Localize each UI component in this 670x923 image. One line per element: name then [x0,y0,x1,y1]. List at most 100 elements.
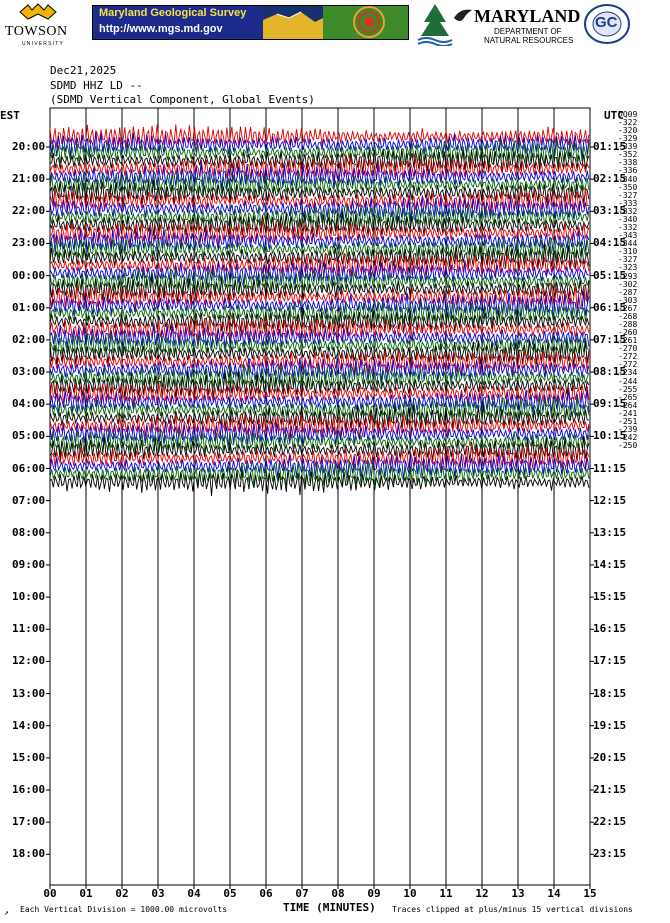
towson-subtitle: UNIVERSITY [22,41,65,47]
left-hour-label: 09:00 [12,557,46,571]
seismic-trace [49,124,590,151]
right-hour-label: 01:15 [593,140,627,153]
seismic-trace [49,154,590,182]
trace-offset-value: -338 [618,158,638,168]
plot-description: (SDMD Vertical Component, Global Events) [50,93,315,106]
right-hour-label: 09:15 [593,397,627,411]
seismic-trace [49,339,590,366]
left-hour-label: 23:00 [12,236,46,250]
trace-offset-value: -323 [618,263,638,273]
seismic-trace [49,459,590,488]
seismic-trace [49,427,590,455]
right-hour-label: 16:15 [593,622,627,636]
right-hour-label: 14:15 [593,557,627,571]
x-axis-title: TIME (MINUTES) [283,901,376,914]
left-hour-label: 01:00 [12,300,46,314]
dnr-logo[interactable]: MARYLAND DEPARTMENT OF NATURAL RESOURCES [416,2,580,46]
seismic-trace [49,396,590,423]
x-tick-label: 13 [511,887,524,900]
right-hour-label: 12:15 [593,493,627,507]
seismic-trace [49,138,590,167]
trace-offset-value: -270 [618,344,638,354]
towson-logo[interactable]: TOWSON UNIVERSITY [2,0,74,48]
trace-offset-value: -260 [618,328,638,338]
seismic-trace [49,371,590,399]
trace-offset-value: -352 [618,150,638,160]
trace-offset-value: -333 [618,198,638,208]
trace-offset-value: -239 [618,425,638,435]
seismic-trace [49,404,589,432]
mgs-banner[interactable]: Maryland Geological Survey http://www.mg… [92,5,409,40]
x-tick-label: 02 [115,887,128,900]
seismic-trace [49,317,590,342]
trace-offset-value: -261 [618,336,638,346]
trace-offset-value: -288 [618,320,638,329]
seismic-trace [49,187,589,213]
trace-offset-value: -350 [618,182,638,192]
x-tick-label: 01 [79,887,93,900]
trace-offset-value: -340 [618,174,638,184]
x-tick-label: 09 [367,887,380,900]
x-tick-label: 05 [223,887,236,900]
trace-offset-value: -255 [618,384,638,394]
seismic-trace [49,389,590,416]
trace-offset-value: -344 [618,239,638,249]
trace-offset-value: -268 [618,311,638,321]
x-tick-label: 07 [295,887,308,900]
plot-frame [49,107,591,886]
left-hour-label: 21:00 [12,172,46,186]
trace-offset-value: -272 [618,360,638,370]
plot-station: SDMD HHZ LD -- [50,79,143,92]
seismic-trace [49,363,590,391]
trace-offset-value: -264 [618,400,638,410]
vertical-division-note: Each Vertical Division = 1000.00 microvo… [20,905,228,914]
x-tick-label: 08 [331,887,344,900]
trace-offset-value: -310 [618,247,638,257]
left-hour-label: 22:00 [12,204,46,218]
right-hour-label: 19:15 [593,718,627,732]
right-hour-label: 07:15 [593,332,627,346]
dnr-line2: NATURAL RESOURCES [484,36,574,45]
dnr-tree-icon [417,4,453,46]
seismic-trace [49,212,590,238]
trace-offset-value: -329 [618,134,638,144]
x-tick-label: 12 [475,887,488,900]
seismic-trace [49,243,590,271]
trace-offset-value: -265 [618,392,638,402]
right-hour-label: 13:15 [593,525,627,539]
right-hour-label: 11:15 [593,461,627,475]
seismic-trace [49,332,590,358]
trace-offset-value: -332 [618,206,638,216]
seismic-trace [49,275,590,304]
garrett-college-logo[interactable]: GC [583,4,631,44]
dnr-bird-icon [454,9,472,21]
corner-mark: ↗ [4,908,9,917]
seismic-trace [49,283,590,311]
towson-wordmark: TOWSON [5,24,68,39]
right-hour-label: 20:15 [593,750,627,764]
seismic-trace [49,324,590,351]
seismic-trace [49,421,590,449]
seismic-trace [49,291,590,321]
trace-offset-value: -339 [618,142,638,152]
seismic-trace [49,469,590,497]
seismic-trace [49,268,590,295]
seismic-trace [49,196,590,223]
left-hour-label: 16:00 [12,783,46,796]
trace-offset-value: -320 [618,126,638,136]
trace-offset-value: -272 [618,352,638,362]
garrett-seal-icon [584,4,630,44]
left-hour-label: 12:00 [12,654,46,668]
left-hour-label: 15:00 [12,750,46,764]
seismic-trace [49,413,590,440]
trace-offset-value: -244 [618,376,638,386]
right-hour-label: 04:15 [593,236,627,250]
right-timezone-label: UTC [604,109,624,122]
right-hour-label: 02:15 [593,172,627,186]
x-tick-label: 03 [151,887,164,900]
right-hour-label: 17:15 [593,654,627,668]
right-hour-label: 22:15 [593,815,627,829]
trace-offset-value: -287 [618,287,638,297]
trace-offset-value: -242 [618,433,638,443]
